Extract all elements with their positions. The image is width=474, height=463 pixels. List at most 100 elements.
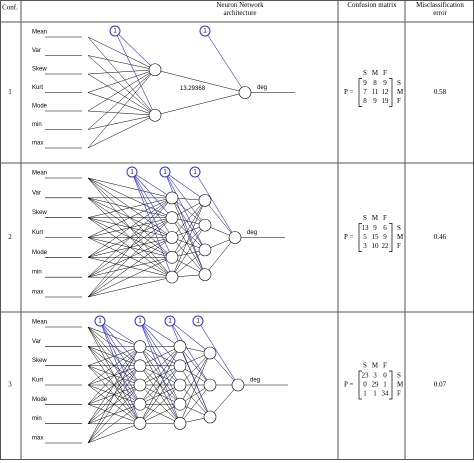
connection: [87, 237, 173, 298]
neuron: [173, 359, 187, 373]
class-col-label: S: [363, 214, 367, 222]
class-row-label: F: [397, 390, 401, 398]
connection: [171, 249, 206, 278]
matrix-cell: 11: [372, 88, 379, 96]
matrix-cell: 12: [382, 88, 390, 96]
matrix-cell: 0: [363, 381, 367, 389]
header-conf: Conf.: [2, 4, 18, 12]
input-label: max: [32, 436, 43, 442]
neuron: [165, 270, 179, 284]
matrix-cell: 1: [363, 390, 367, 398]
input-label: Mean: [32, 30, 47, 36]
error-value: 0.58: [434, 88, 447, 96]
connection: [179, 365, 211, 418]
bias-connection: [164, 171, 206, 251]
neuron: [231, 378, 245, 392]
neuron: [198, 194, 212, 207]
neuron: [133, 340, 147, 353]
input-label: Var: [32, 48, 41, 54]
bias-connection: [131, 171, 173, 199]
input-label: Mean: [32, 320, 47, 326]
bias-label: 1: [130, 170, 134, 176]
connection: [179, 384, 211, 424]
class-row-label: S: [397, 224, 401, 232]
neuron: [133, 397, 147, 411]
bias-connection: [194, 171, 236, 238]
bias-node: [134, 315, 146, 327]
weight-label: 13.29368: [180, 86, 206, 92]
bias-node: [94, 315, 106, 327]
neuron: [165, 191, 179, 205]
class-col-label: M: [372, 362, 379, 370]
bias-label: 1: [203, 29, 207, 35]
input-label: max: [32, 290, 43, 296]
matrix-cell: 19: [382, 97, 390, 105]
input-label: Kurt: [32, 378, 43, 384]
class-col-label: M: [372, 69, 379, 77]
class-row-label: M: [397, 233, 404, 241]
bias-label: 1: [113, 29, 117, 35]
connection: [87, 197, 173, 218]
neuron: [165, 211, 179, 224]
matrix-cell: 13: [362, 224, 370, 232]
matrix-cell: 9: [363, 79, 367, 87]
bias-connection: [139, 320, 181, 386]
connection: [171, 200, 206, 238]
bias-connection: [99, 320, 141, 424]
bias-connection: [169, 320, 211, 418]
header-error: Misclassification error: [416, 1, 464, 17]
bias-node: [189, 166, 201, 178]
neuron: [203, 346, 217, 360]
connection: [139, 346, 181, 424]
connection: [171, 237, 206, 275]
output-label: deg: [247, 230, 257, 236]
bias-node: [199, 25, 211, 37]
class-row-label: M: [397, 88, 404, 96]
class-row-label: M: [397, 381, 404, 389]
connection: [139, 346, 181, 405]
bias-node: [126, 166, 138, 178]
matrix-cell: 23: [362, 372, 370, 380]
output-label: deg: [250, 378, 260, 384]
connection: [139, 403, 181, 424]
bias-node: [159, 166, 171, 178]
connection: [87, 69, 156, 75]
matrix-symbol: P =: [344, 381, 353, 389]
input-label: min: [32, 416, 42, 422]
input-label: Kurt: [32, 85, 43, 91]
bias-connection: [169, 320, 211, 386]
connection: [87, 110, 156, 116]
class-col-label: F: [383, 214, 387, 222]
connection: [139, 346, 181, 386]
bias-connection: [99, 320, 141, 347]
connection: [154, 92, 246, 116]
connection: [87, 403, 141, 444]
bias-node: [192, 315, 204, 327]
bias-connection: [114, 30, 156, 116]
header-network: Neuron Network architecture: [216, 1, 264, 17]
header-matrix: Confusion matrix: [347, 1, 397, 9]
neuron: [165, 231, 179, 244]
matrix-cell: 29: [372, 381, 380, 389]
matrix-cell: 5: [363, 233, 367, 241]
connection: [171, 200, 206, 278]
bias-connection: [99, 320, 141, 405]
neuron: [228, 231, 242, 244]
matrix-cell: 1: [383, 381, 387, 389]
neuron: [133, 359, 147, 373]
class-row-label: S: [397, 79, 401, 87]
matrix-cell: 6: [383, 224, 387, 232]
bias-connection: [99, 320, 141, 366]
input-label: Skew: [32, 358, 47, 364]
matrix-cell: 3: [373, 372, 377, 380]
neuron: [203, 378, 217, 392]
connection: [209, 384, 239, 418]
connection: [87, 197, 173, 258]
input-label: Var: [32, 339, 41, 345]
connection: [87, 69, 156, 112]
error-value: 0.07: [434, 381, 447, 389]
bias-connection: [139, 320, 181, 347]
bias-label: 1: [163, 170, 167, 176]
connection: [179, 352, 211, 386]
